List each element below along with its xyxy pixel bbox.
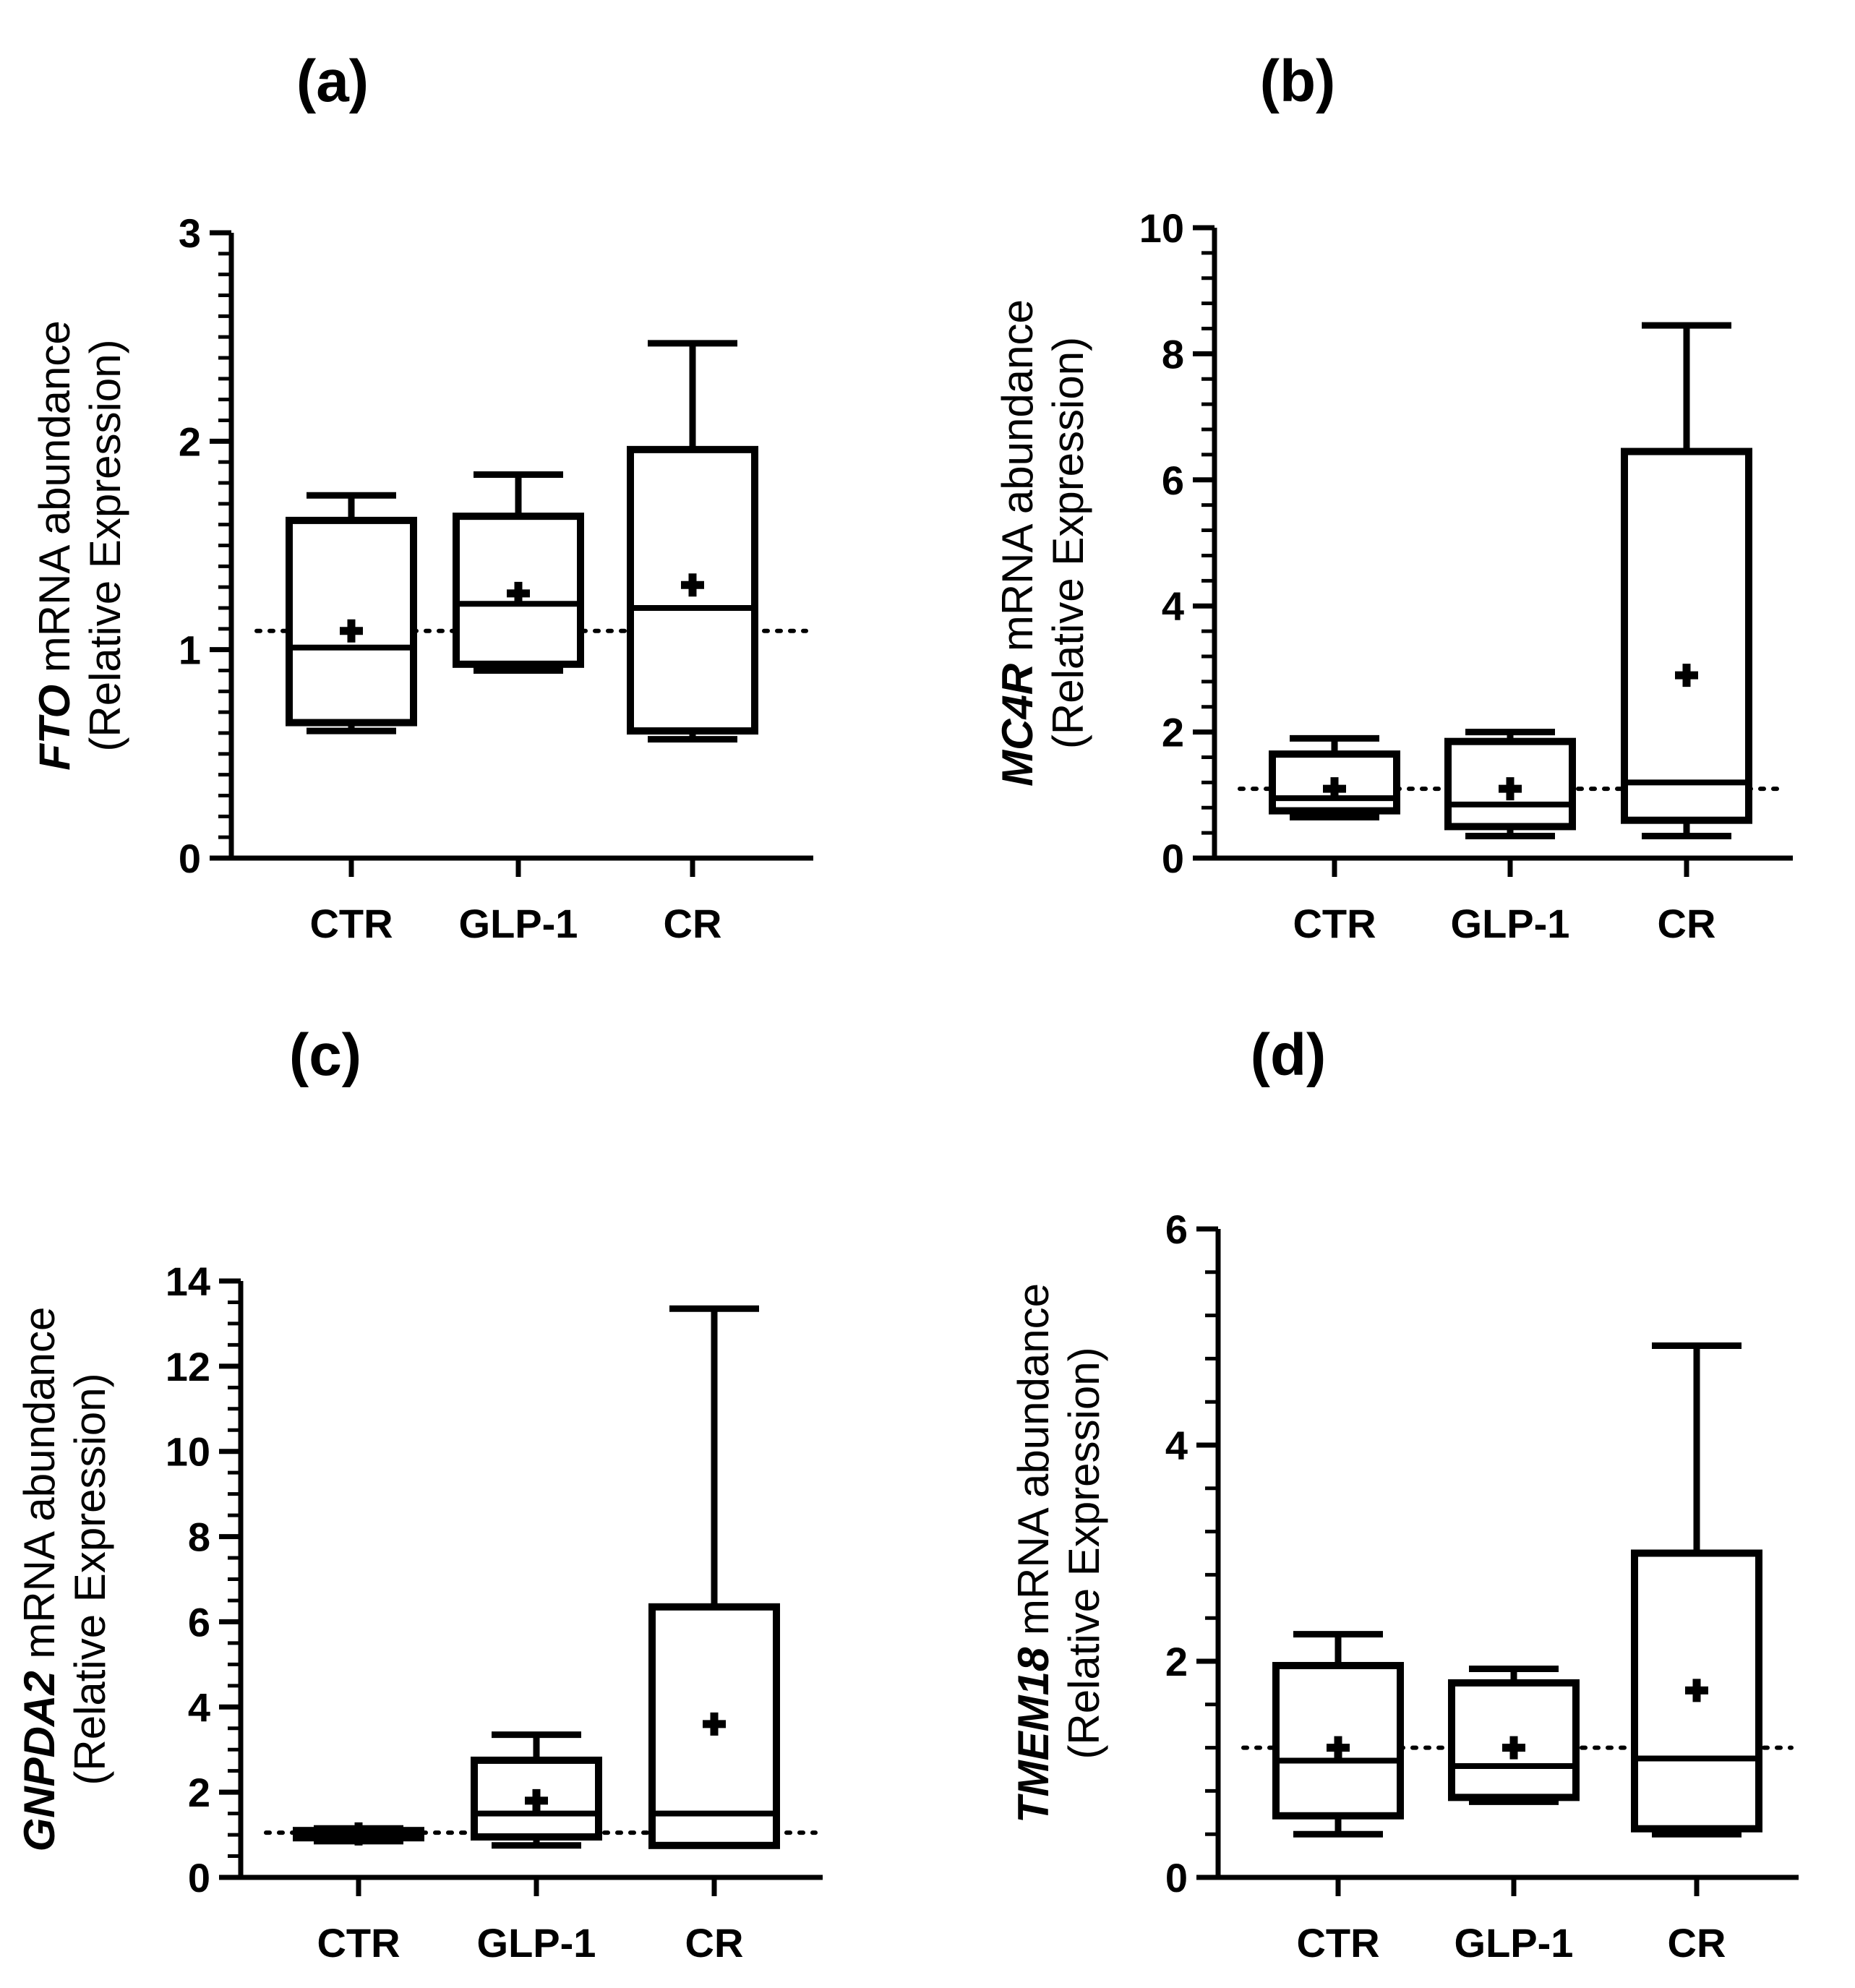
panel-label: (a) [296, 48, 369, 114]
y-axis-label-text: mRNA abundance [30, 320, 79, 685]
mean-marker [1685, 1679, 1708, 1702]
y-tick-label: 2 [1162, 710, 1184, 755]
panel-label: (d) [1251, 1022, 1327, 1088]
category-label: CR [664, 901, 722, 946]
y-axis-label-text: mRNA abundance [15, 1307, 64, 1671]
panel-label: (c) [289, 1022, 361, 1088]
y-tick-label: 8 [1162, 331, 1184, 377]
mean-marker [681, 573, 704, 597]
category-label: CR [1658, 901, 1716, 946]
mean-marker [507, 581, 530, 605]
y-axis-label: FTO mRNA abundance [30, 320, 79, 771]
y-axis-gene-name: MC4R [993, 664, 1042, 787]
y-tick-label: 12 [166, 1344, 210, 1389]
mean-marker [340, 619, 363, 643]
y-tick-label: 0 [1165, 1855, 1188, 1901]
y-axis-label-line2: (Relative Expression) [1060, 1347, 1108, 1759]
y-tick-label: 2 [1165, 1639, 1188, 1684]
y-tick-label: 1 [179, 627, 201, 673]
panel-c: (c) 0 2 4 6 8 10 12 14 CTR GLP-1 CR GNPDA2 mRNA abun… [15, 1022, 823, 1966]
category-label: CTR [309, 901, 393, 946]
box-cr [1621, 447, 1752, 824]
y-tick-label: 2 [188, 1770, 210, 1815]
mean-marker [525, 1788, 548, 1812]
category-label: CR [1668, 1920, 1726, 1966]
y-axis-label-line2: (Relative Expression) [66, 1373, 114, 1785]
category-label: CTR [317, 1920, 400, 1966]
category-label: GLP-1 [1451, 901, 1570, 946]
y-axis-gene-name: FTO [30, 685, 79, 771]
y-tick-label: 10 [1139, 205, 1184, 251]
panel-d: (d) 0 2 4 6 CTR GLP-1 CR TMEM18 mRNA abundance (R… [1009, 1022, 1799, 1966]
y-tick-label: 10 [166, 1429, 210, 1475]
category-label: GLP-1 [1455, 1920, 1574, 1966]
mean-marker [1502, 1736, 1525, 1760]
box-glp-1 [453, 513, 584, 668]
y-tick-label: 14 [166, 1259, 210, 1304]
y-tick-label: 8 [188, 1514, 210, 1560]
mean-marker [1327, 1736, 1350, 1760]
mean-marker [1323, 777, 1346, 801]
y-tick-label: 0 [188, 1855, 210, 1901]
category-label: CTR [1296, 1920, 1379, 1966]
y-tick-label: 3 [179, 210, 201, 256]
y-tick-label: 0 [1162, 836, 1184, 881]
y-tick-label: 6 [1165, 1207, 1188, 1252]
panel-b: (b) 0 2 4 6 8 10 CTR GLP-1 CR MC4R mRNA abundance(… [993, 48, 1793, 946]
y-axis-label-text: mRNA abundance [993, 299, 1042, 664]
y-axis-label: GNPDA2 mRNA abundance [15, 1307, 64, 1852]
y-tick-label: 4 [188, 1684, 210, 1730]
mean-marker [1675, 664, 1698, 687]
panel-label: (b) [1260, 48, 1336, 114]
y-tick-label: 6 [1162, 458, 1184, 503]
mean-marker [347, 1822, 370, 1846]
y-axis-label-line2: (Relative Expression) [1044, 337, 1092, 749]
mean-marker [1499, 777, 1522, 801]
y-tick-label: 6 [188, 1599, 210, 1645]
category-label: CR [685, 1920, 744, 1966]
y-axis-label: TMEM18 mRNA abundance [1009, 1283, 1058, 1823]
y-tick-label: 4 [1162, 583, 1184, 629]
y-tick-label: 0 [179, 836, 201, 881]
panel-a: (a) 0 1 2 3 CTR GLP-1 CR FTO mRNA abundance (Rela… [30, 48, 813, 946]
category-label: CTR [1293, 901, 1376, 946]
category-label: GLP-1 [459, 901, 578, 946]
y-axis-gene-name: TMEM18 [1009, 1647, 1058, 1823]
y-tick-label: 2 [179, 419, 201, 464]
y-axis-label-text: mRNA abundance [1009, 1283, 1058, 1648]
category-label: GLP-1 [477, 1920, 596, 1966]
mean-marker [703, 1712, 726, 1736]
y-axis-label-line2: (Relative Expression) [81, 339, 129, 751]
y-axis-label: MC4R mRNA abundance [993, 299, 1042, 787]
y-tick-label: 4 [1165, 1423, 1188, 1468]
y-axis-gene-name: GNPDA2 [15, 1671, 64, 1851]
